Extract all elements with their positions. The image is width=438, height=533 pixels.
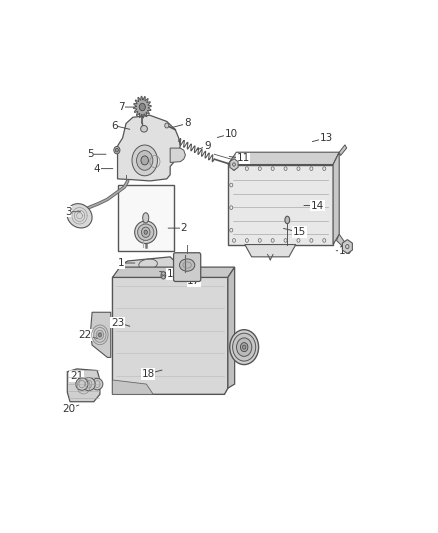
- Ellipse shape: [237, 338, 252, 357]
- Ellipse shape: [144, 230, 148, 235]
- Ellipse shape: [233, 333, 256, 361]
- Text: 18: 18: [141, 369, 155, 379]
- Text: 23: 23: [111, 318, 124, 327]
- FancyBboxPatch shape: [173, 253, 201, 281]
- Polygon shape: [113, 267, 235, 277]
- Ellipse shape: [143, 213, 149, 223]
- Polygon shape: [67, 369, 100, 402]
- Text: 21: 21: [70, 371, 84, 381]
- Ellipse shape: [67, 204, 92, 228]
- Ellipse shape: [114, 147, 120, 154]
- Text: 14: 14: [311, 200, 325, 211]
- Ellipse shape: [139, 103, 145, 111]
- Ellipse shape: [135, 221, 157, 244]
- Polygon shape: [113, 380, 153, 394]
- Text: 11: 11: [237, 154, 250, 163]
- Ellipse shape: [138, 224, 154, 240]
- Text: 20: 20: [62, 403, 75, 414]
- Ellipse shape: [141, 126, 148, 132]
- Polygon shape: [228, 267, 235, 388]
- Polygon shape: [339, 145, 346, 156]
- Text: 5: 5: [87, 149, 94, 159]
- Text: 10: 10: [225, 129, 238, 139]
- Ellipse shape: [240, 343, 248, 352]
- Ellipse shape: [243, 345, 246, 349]
- Ellipse shape: [115, 148, 118, 152]
- Text: 13: 13: [320, 133, 333, 143]
- Text: 4: 4: [94, 164, 100, 174]
- Ellipse shape: [285, 216, 290, 224]
- Text: 6: 6: [111, 120, 117, 131]
- Text: 8: 8: [184, 118, 191, 128]
- Polygon shape: [228, 152, 339, 165]
- Ellipse shape: [82, 377, 95, 391]
- Ellipse shape: [132, 145, 157, 176]
- Ellipse shape: [161, 272, 166, 279]
- Ellipse shape: [137, 150, 153, 170]
- Bar: [117, 185, 173, 251]
- Text: 16: 16: [338, 246, 352, 256]
- Text: 15: 15: [293, 227, 306, 237]
- Text: 1: 1: [118, 258, 124, 268]
- Polygon shape: [336, 235, 345, 247]
- Polygon shape: [121, 257, 175, 274]
- Text: 2: 2: [180, 223, 187, 233]
- Polygon shape: [170, 148, 185, 163]
- Polygon shape: [133, 96, 151, 118]
- Ellipse shape: [76, 378, 88, 390]
- Text: 7: 7: [118, 102, 124, 112]
- Polygon shape: [113, 277, 228, 394]
- Polygon shape: [90, 312, 111, 358]
- Text: 12: 12: [167, 269, 180, 279]
- Ellipse shape: [141, 156, 148, 165]
- Ellipse shape: [165, 123, 169, 128]
- Ellipse shape: [230, 330, 258, 365]
- Text: 9: 9: [204, 141, 211, 151]
- Bar: [228, 165, 333, 245]
- Ellipse shape: [141, 227, 150, 237]
- Polygon shape: [117, 115, 180, 181]
- Text: 17: 17: [187, 277, 201, 286]
- Ellipse shape: [99, 333, 101, 336]
- Polygon shape: [245, 245, 296, 257]
- Polygon shape: [333, 152, 339, 245]
- Ellipse shape: [92, 378, 103, 390]
- Ellipse shape: [180, 259, 195, 271]
- Text: 3: 3: [65, 207, 72, 217]
- Text: 22: 22: [79, 330, 92, 340]
